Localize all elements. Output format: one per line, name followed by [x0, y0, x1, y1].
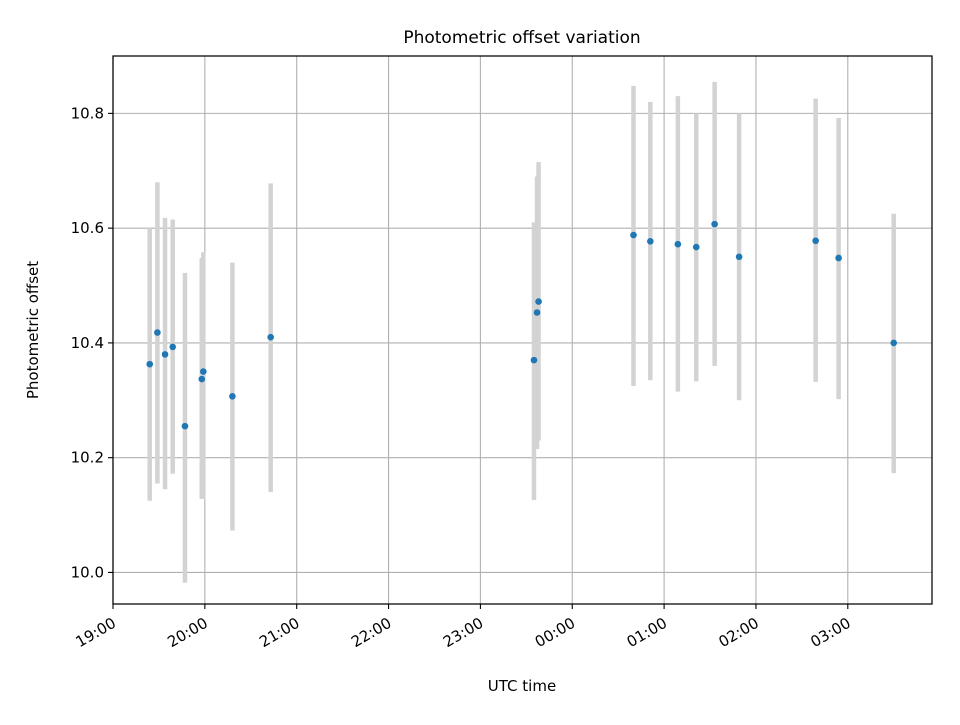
data-point — [533, 309, 541, 316]
data-point — [161, 351, 169, 358]
data-point — [181, 422, 189, 430]
data-point — [200, 368, 207, 375]
data-points — [146, 220, 898, 430]
data-point — [674, 240, 682, 248]
data-point — [146, 360, 154, 368]
y-tick-label: 10.0 — [71, 563, 104, 581]
data-point — [711, 220, 718, 228]
data-point — [198, 375, 206, 383]
data-point — [735, 253, 743, 261]
data-point — [835, 254, 842, 262]
data-point — [630, 231, 637, 239]
y-axis-label: Photometric offset — [24, 261, 42, 399]
data-point — [229, 392, 236, 400]
y-tick-label: 10.2 — [71, 449, 104, 467]
data-point — [169, 343, 177, 351]
data-point — [647, 238, 654, 245]
data-point — [267, 333, 274, 341]
data-point — [535, 298, 542, 305]
y-tick-label: 10.4 — [71, 334, 104, 352]
data-point — [692, 243, 700, 251]
x-axis-label: UTC time — [488, 677, 556, 695]
grid — [112, 56, 932, 604]
data-point — [530, 356, 538, 364]
y-tick-label: 10.8 — [71, 104, 104, 122]
plot-frame — [112, 55, 933, 605]
data-point — [890, 339, 898, 347]
chart-title: Photometric offset variation — [403, 28, 640, 48]
y-axis: 10.0 10.2 10.4 10.6 10.8 — [71, 104, 113, 581]
data-point — [812, 237, 819, 245]
y-tick-label: 10.6 — [71, 219, 104, 237]
data-point — [154, 329, 161, 336]
